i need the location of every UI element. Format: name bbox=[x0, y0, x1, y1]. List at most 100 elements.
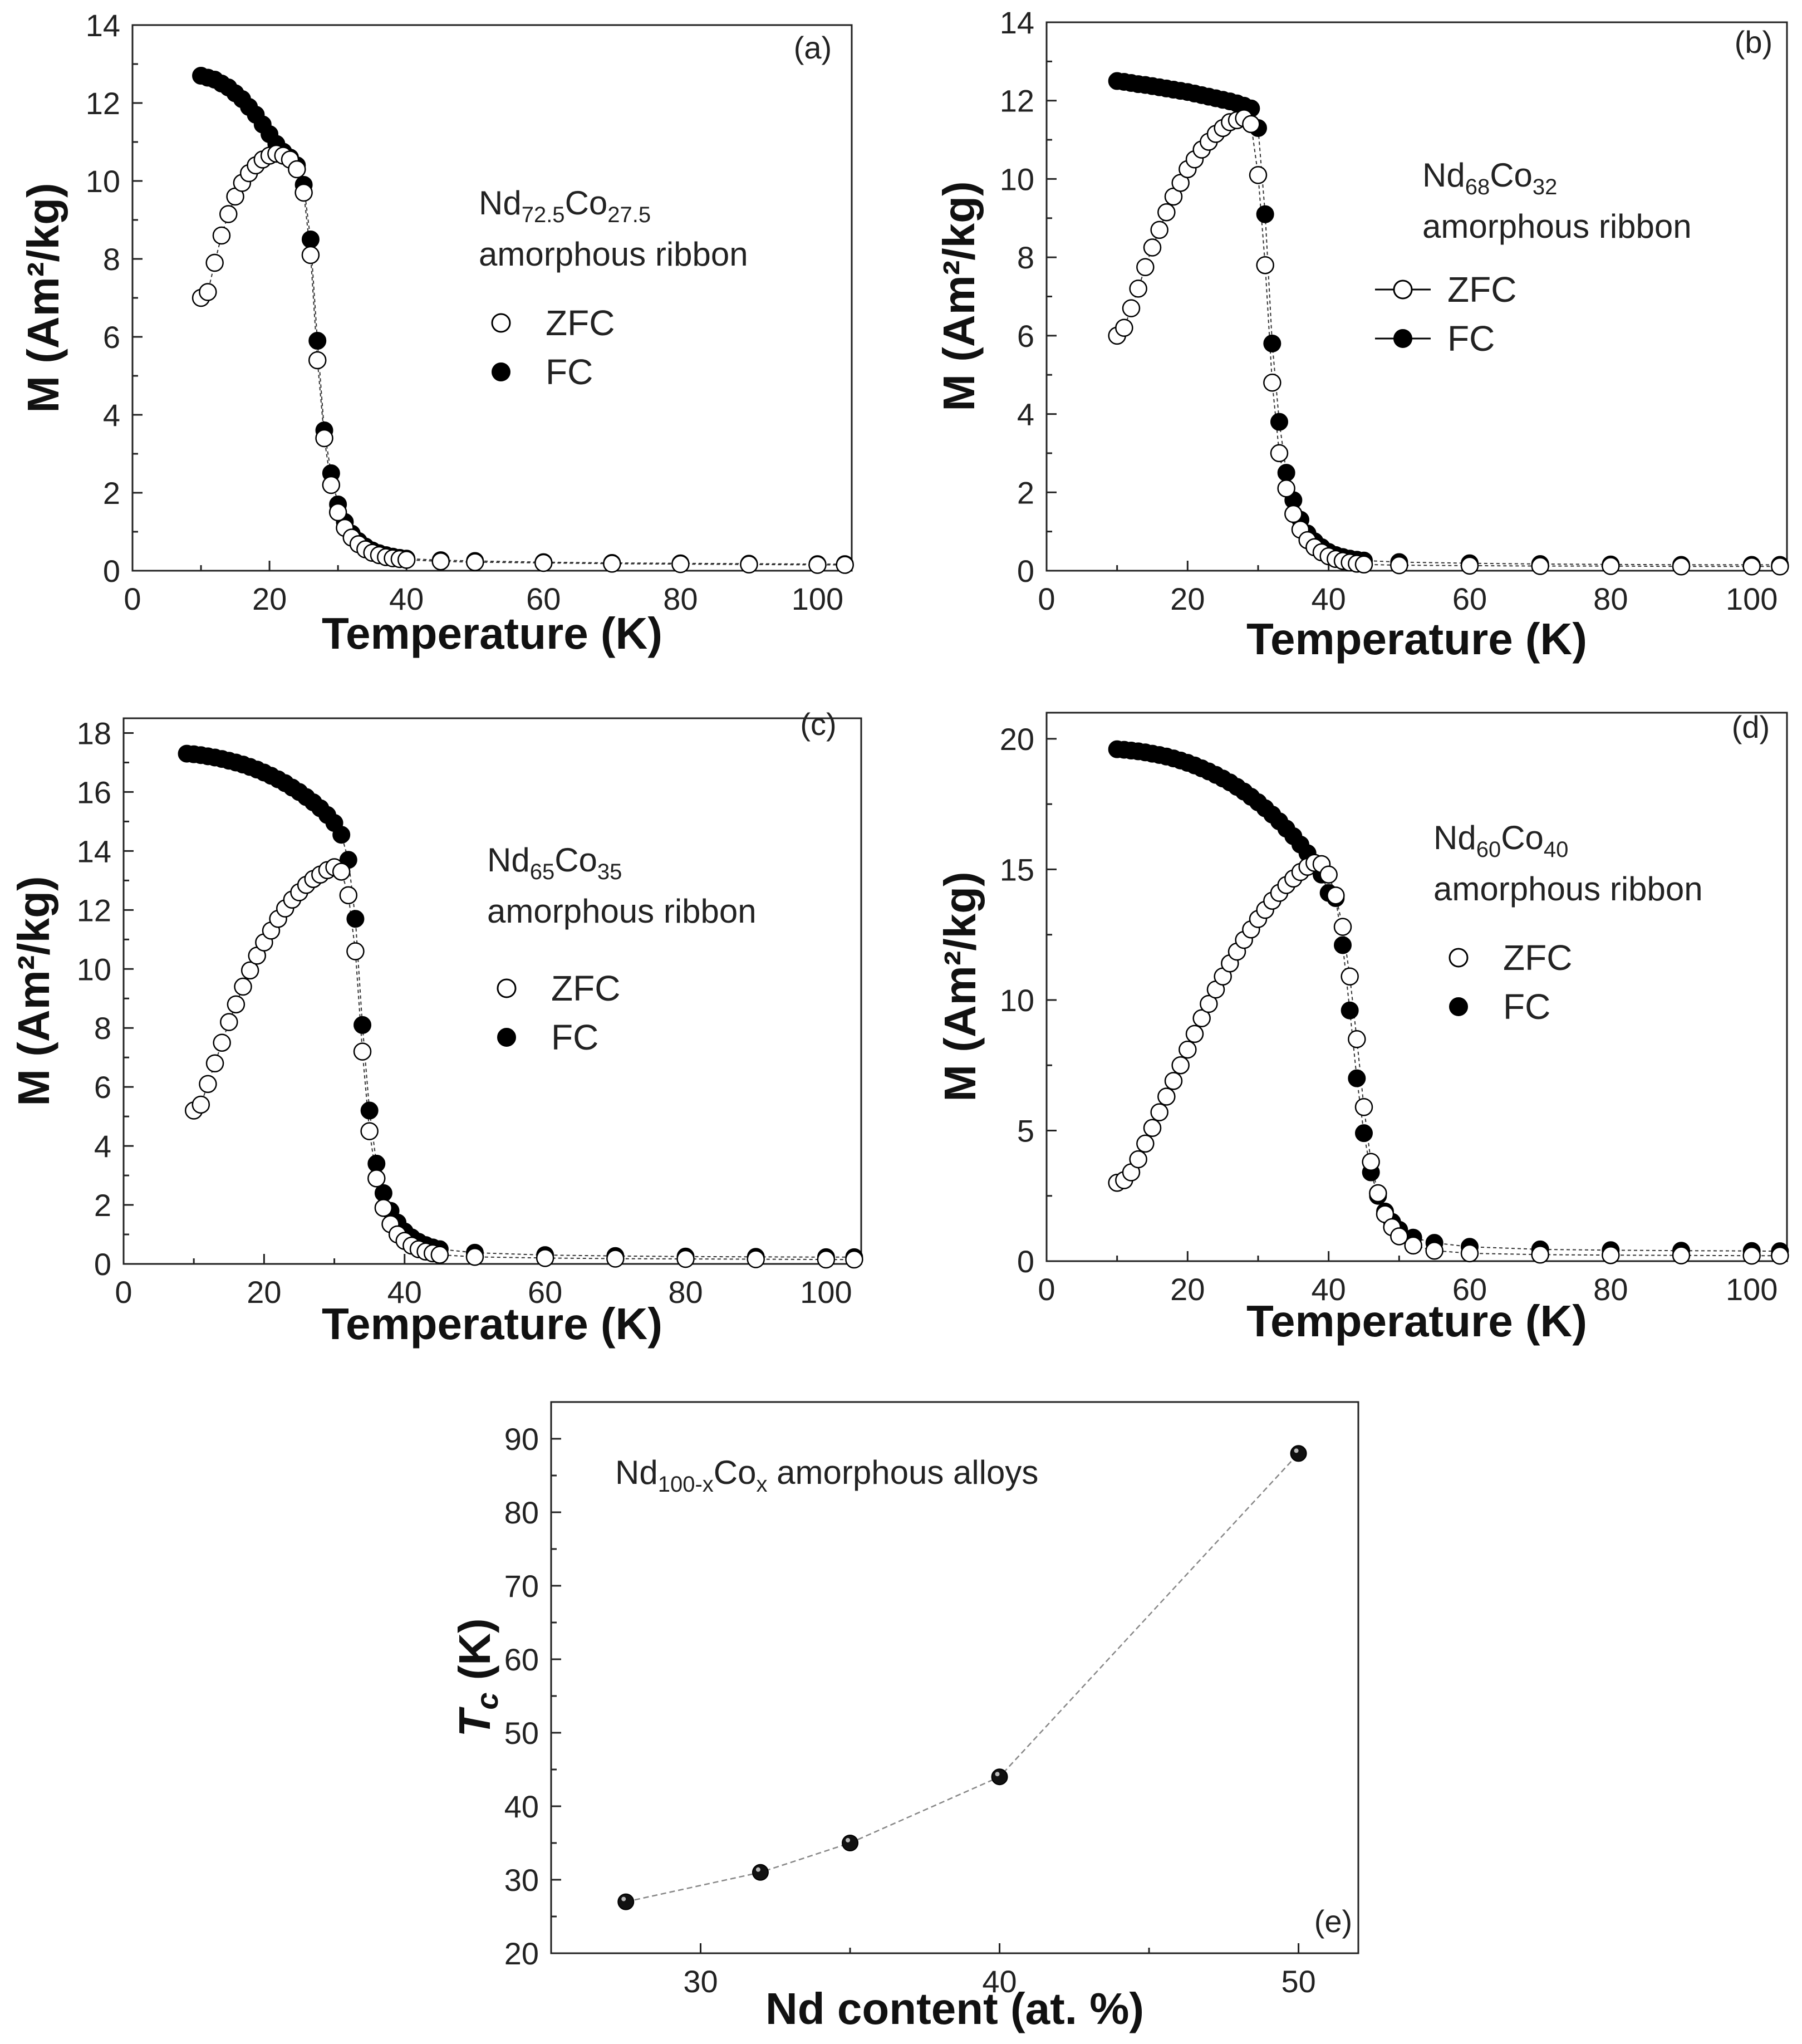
zfc-data-point bbox=[817, 1250, 836, 1269]
zfc-data-point bbox=[1185, 1025, 1204, 1043]
zfc-data-point bbox=[308, 351, 327, 370]
panel-tag: (c) bbox=[800, 707, 836, 742]
x-tick-label: 20 bbox=[1170, 1272, 1205, 1307]
y-tick-label: 10 bbox=[1000, 983, 1034, 1018]
x-tick-label: 40 bbox=[1312, 1272, 1346, 1307]
legend-zfc-label: ZFC bbox=[1447, 269, 1516, 310]
zfc-data-point bbox=[1270, 444, 1289, 463]
zfc-data-point bbox=[1348, 1030, 1366, 1048]
tc-data-point bbox=[842, 1835, 859, 1851]
y-tick-label: 8 bbox=[103, 242, 120, 277]
x-tick-label: 80 bbox=[1593, 1272, 1628, 1307]
tc-data-point-highlight bbox=[755, 1867, 760, 1872]
legend-fc-marker bbox=[497, 1028, 516, 1047]
legend-fc-label: FC bbox=[1503, 987, 1550, 1027]
panel-tag: (e) bbox=[1314, 1904, 1352, 1939]
zfc-data-point bbox=[219, 205, 238, 223]
y-tick-label: 70 bbox=[504, 1568, 539, 1604]
y-tick-label: 2 bbox=[103, 476, 120, 511]
composition-element: Nd bbox=[1422, 156, 1465, 194]
fc-data-point bbox=[1341, 1001, 1359, 1019]
legend-zfc-marker bbox=[1449, 948, 1469, 968]
zfc-data-point bbox=[205, 253, 224, 272]
x-tick-label: 60 bbox=[528, 1275, 562, 1310]
panel-d: 0 20 40 60 80 100 0 5 10 15 20 Temperature (K) M (Am… bbox=[935, 709, 1789, 1346]
x-tick-label: 60 bbox=[1452, 1272, 1487, 1307]
zfc-data-point bbox=[192, 1095, 210, 1114]
tc-data-point bbox=[617, 1893, 635, 1910]
zfc-data-point bbox=[1150, 220, 1168, 239]
y-axis-label: M (Am²/kg) bbox=[9, 876, 58, 1106]
x-axis-label: Temperature (K) bbox=[1246, 614, 1587, 664]
y-tick-label: 14 bbox=[1000, 5, 1034, 40]
zfc-data-point bbox=[1742, 557, 1761, 576]
fc-data-point bbox=[1263, 334, 1281, 352]
zfc-data-point bbox=[1122, 299, 1141, 317]
composition-label: Nd72.5Co27.5 bbox=[479, 184, 651, 227]
x-tick-label: 40 bbox=[387, 1275, 422, 1310]
y-tick-label: 10 bbox=[1000, 161, 1034, 197]
zfc-data-point bbox=[1179, 1040, 1197, 1059]
legend-fc-marker bbox=[1393, 329, 1412, 348]
y-tick-label: 18 bbox=[77, 715, 111, 751]
zfc-data-point bbox=[367, 1169, 386, 1188]
x-tick-label: 20 bbox=[1170, 581, 1205, 616]
y-axis-label-unit: (K) bbox=[450, 1618, 499, 1692]
zfc-data-point bbox=[1362, 1153, 1380, 1171]
x-tick-label: 80 bbox=[663, 581, 698, 616]
tc-data-point-highlight bbox=[995, 1772, 1000, 1777]
zfc-data-point bbox=[328, 503, 347, 522]
zfc-data-point bbox=[294, 183, 313, 202]
zfc-data-point bbox=[1319, 865, 1338, 884]
legend-fc-label: FC bbox=[1447, 318, 1495, 359]
panel-e: 30 40 50 20 30 40 50 60 70 80 90 Nd content (at. %)… bbox=[450, 1401, 1359, 2033]
composition-subscript: 35 bbox=[597, 860, 622, 884]
y-tick-label: 2 bbox=[94, 1188, 111, 1223]
x-tick-label: 100 bbox=[800, 1275, 852, 1310]
tc-data-point-highlight bbox=[1294, 1448, 1299, 1453]
zfc-data-point bbox=[808, 556, 827, 574]
legend-fc-label: FC bbox=[551, 1017, 598, 1057]
y-tick-label: 0 bbox=[1017, 553, 1034, 589]
composition-description: amorphous ribbon bbox=[479, 236, 748, 273]
zfc-data-point bbox=[676, 1249, 695, 1268]
legend-zfc-marker bbox=[497, 978, 517, 998]
y-tick-label: 16 bbox=[77, 775, 111, 810]
y-tick-label: 2 bbox=[1017, 475, 1034, 510]
zfc-data-point bbox=[205, 1054, 224, 1073]
legend-zfc-label: ZFC bbox=[551, 968, 620, 1008]
x-tick-label: 60 bbox=[1452, 581, 1487, 616]
y-tick-label: 10 bbox=[86, 164, 120, 199]
zfc-data-point bbox=[740, 555, 758, 574]
composition-subscript: 40 bbox=[1544, 837, 1569, 862]
zfc-data-point bbox=[353, 1042, 372, 1061]
zfc-data-point bbox=[1771, 557, 1789, 576]
zfc-data-point bbox=[1143, 238, 1162, 257]
x-axis-label: Temperature (K) bbox=[322, 1299, 662, 1349]
zfc-data-point bbox=[199, 283, 217, 301]
fc-data-point bbox=[353, 1016, 372, 1034]
zfc-data-point bbox=[836, 556, 854, 574]
zfc-data-point bbox=[220, 1013, 238, 1031]
zfc-data-point bbox=[1263, 374, 1281, 392]
y-tick-label: 0 bbox=[94, 1247, 111, 1282]
zfc-data-point bbox=[339, 886, 358, 905]
y-tick-label: 15 bbox=[1000, 852, 1034, 887]
y-tick-label: 20 bbox=[1000, 722, 1034, 757]
panel-tag: (a) bbox=[794, 30, 832, 65]
zfc-data-point bbox=[1341, 967, 1359, 986]
zfc-data-point bbox=[1672, 1246, 1691, 1264]
zfc-data-point bbox=[288, 160, 306, 179]
panel-a: 0 20 40 60 80 100 0 2 4 6 8 10 12 14 Temperature (K) M … bbox=[18, 8, 854, 658]
zfc-data-point bbox=[430, 1246, 449, 1264]
zfc-data-point bbox=[1327, 886, 1345, 905]
zfc-data-point bbox=[1425, 1241, 1443, 1260]
zfc-data-point bbox=[240, 961, 259, 980]
zfc-data-point bbox=[1200, 994, 1218, 1013]
y-tick-label: 12 bbox=[86, 86, 120, 121]
zfc-data-point bbox=[465, 1248, 484, 1266]
composition-subscript: 100-x bbox=[658, 1472, 714, 1497]
x-tick-label: 40 bbox=[389, 581, 424, 616]
y-axis-label-subscript: c bbox=[469, 1693, 504, 1710]
